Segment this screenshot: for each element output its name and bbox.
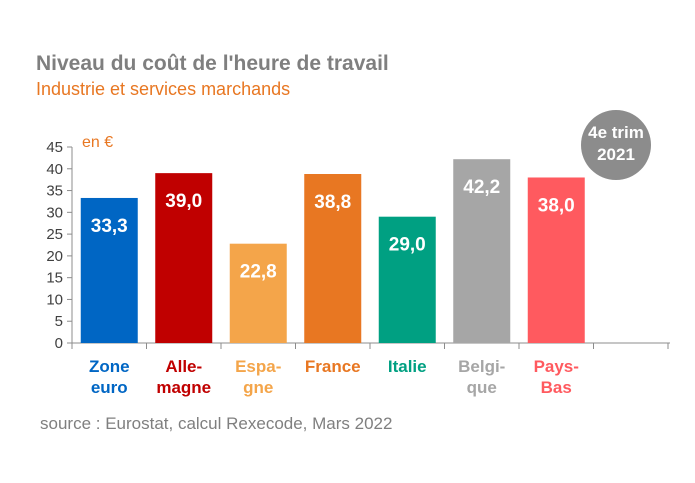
period-badge-line1: 4e trim [588,123,644,142]
bar [155,173,213,343]
bar-value-label: 38,8 [314,192,351,213]
category-label: Espa- [235,357,281,376]
y-tick-label: 35 [46,183,63,200]
y-tick-label: 40 [46,161,63,178]
bar [453,159,511,343]
bar [229,243,287,343]
period-badge-circle [581,110,651,180]
bars [80,159,585,343]
bar [80,197,138,343]
y-tick-label: 25 [46,226,63,243]
period-badge-line2: 2021 [597,145,635,164]
category-label: France [305,357,361,376]
category-label: gne [243,378,273,397]
category-label: Pays- [534,357,579,376]
y-tick-label: 10 [46,291,63,308]
y-tick-label: 45 [46,139,63,156]
bar-value-label: 39,0 [165,191,202,212]
bar-value-label: 22,8 [240,262,277,283]
chart-title: Niveau du coût de l'heure de travail [36,52,389,75]
category-label: Bas [541,378,572,397]
bar-value-label: 38,0 [538,195,575,216]
category-label: Zone [89,357,130,376]
labels: 33,3 Zone euro 39,0 Alle-magne 22,8 Espa-gne 38… [89,177,579,397]
category-label: Alle- [165,357,202,376]
source-note: source : Eurostat, calcul Rexecode, Mars… [40,414,393,433]
category-label: Italie [388,357,427,376]
y-tick-label: 0 [55,335,63,352]
bar-value-label: 29,0 [389,235,426,256]
category-label: euro [91,378,128,397]
category-label: magne [156,378,211,397]
y-tick-label: 20 [46,248,63,265]
bar [378,216,436,343]
y-tick-label: 5 [55,313,63,330]
bar [527,177,585,343]
y-tick-label: 15 [46,270,63,287]
bar-value-label: 33,3 [91,216,128,237]
bar [304,174,362,343]
period-badge: 4e trim 2021 [581,110,651,180]
y-tick-label: 30 [46,204,63,221]
chart-subtitle: Industrie et services marchands [36,79,291,99]
bar-value-label: 42,2 [463,177,500,198]
category-label: Belgi- [458,357,505,376]
unit-label: en € [82,134,113,151]
category-label: que [467,378,497,397]
